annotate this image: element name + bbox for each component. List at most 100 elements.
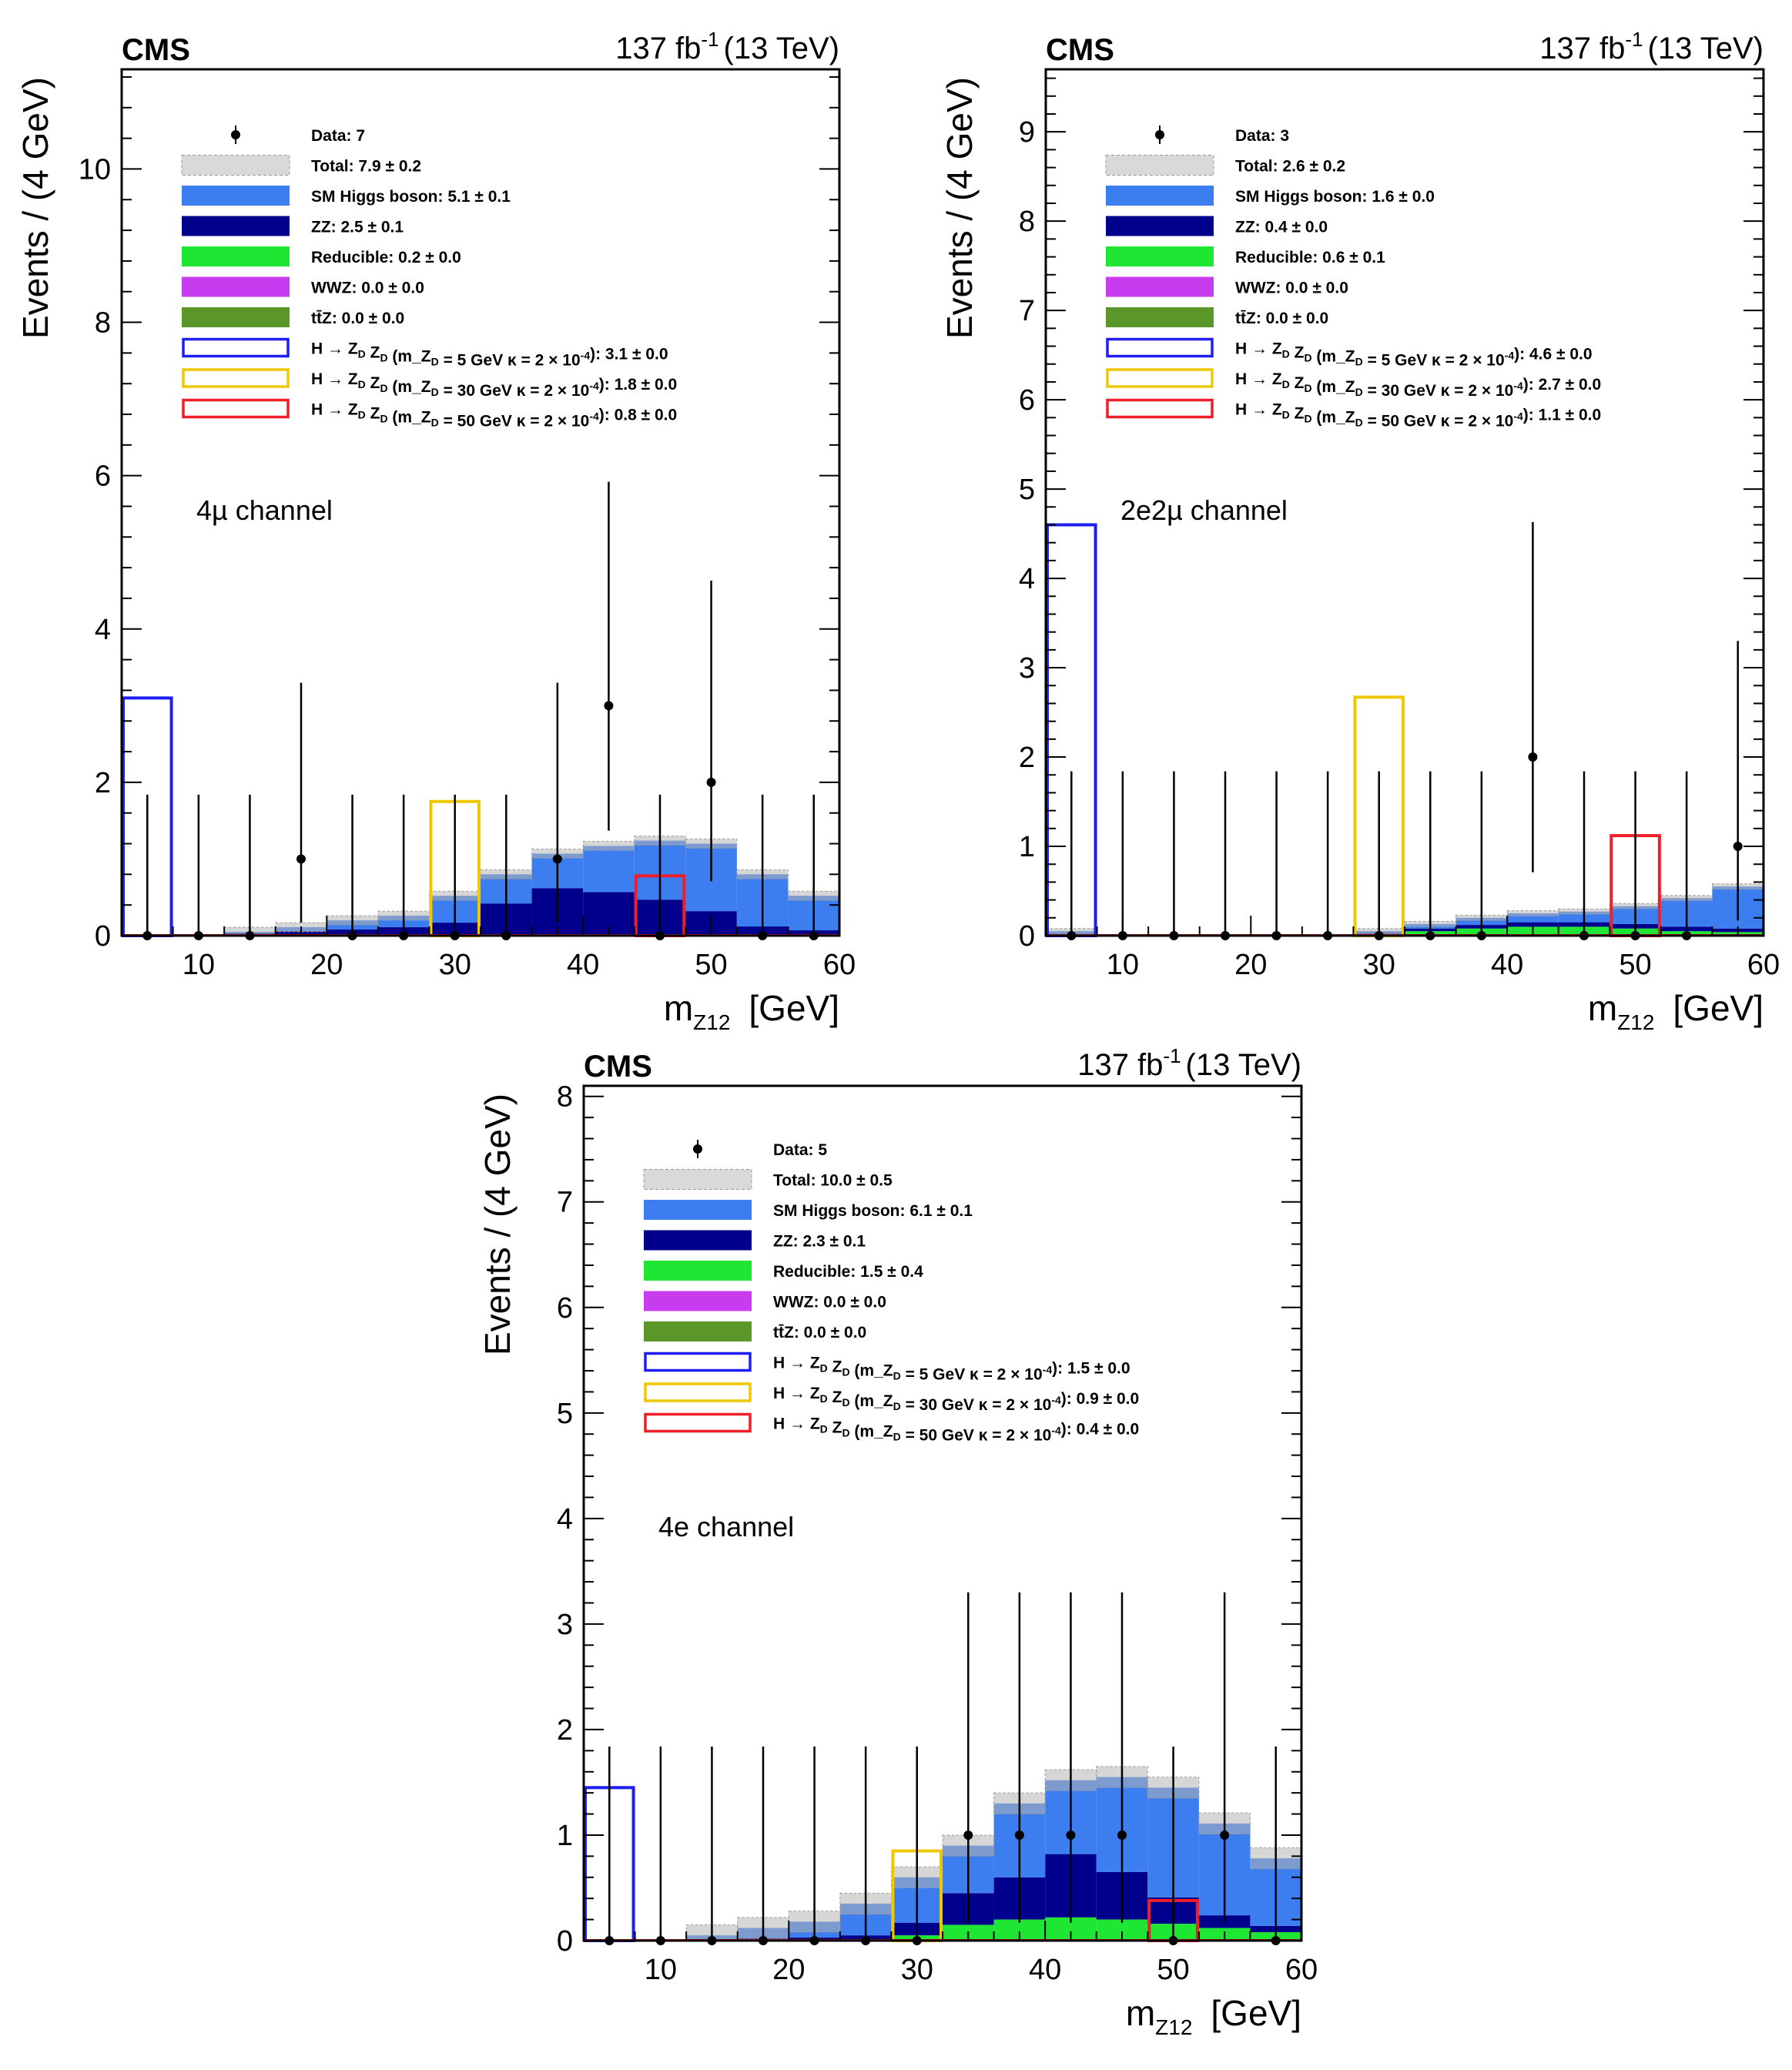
legend-label-ttz: tt̄Z: 0.0 ± 0.0	[1235, 310, 1328, 327]
legend-swatch-sig50	[1106, 398, 1214, 419]
legend-swatch-sig5	[182, 337, 290, 358]
legend-swatch-zz	[644, 1230, 752, 1251]
legend-label-reducible: Reducible: 0.2 ± 0.0	[311, 249, 461, 266]
legend-swatch-ttz	[1106, 307, 1214, 327]
legend-swatch-data-marker	[231, 130, 240, 139]
x-tick-label: 10	[1107, 949, 1139, 981]
legend-swatch-total	[1105, 155, 1214, 176]
legend-label-sig50: H → ZD ZD (m_ZD = 50 GeV κ = 2 × 10-4): …	[311, 401, 677, 430]
y-tick-label: 2	[95, 767, 111, 799]
legend-label-zz: ZZ: 2.3 ± 0.1	[773, 1233, 866, 1251]
legend: Data: 7 Total: 7.9 ± 0.2 SM Higgs boson: 5…	[181, 126, 677, 430]
chart-2e2mu-channel: CMS 137 fb-1 (13 TeV) 10 20 30 40 50 60 0 1 2 3 4 5…	[940, 28, 1780, 1032]
data-point	[1220, 1830, 1230, 1840]
x-tick-label: 50	[1157, 1954, 1189, 1986]
x-tick-label: 60	[1747, 949, 1780, 981]
x-axis: 10 20 30 40 50 60	[1070, 916, 1780, 981]
lumi-label: 137 fb-1 (13 TeV)	[1539, 28, 1764, 65]
y-axis: 0 1 2 3 4 5 6 7 8 9	[1019, 77, 1764, 953]
legend-swatch-total	[181, 155, 290, 176]
legend-label-sig5: H → ZD ZD (m_ZD = 5 GeV κ = 2 × 10-4): 4…	[1235, 340, 1593, 370]
x-tick-label: 40	[567, 949, 599, 981]
x-tick-label: 20	[1234, 949, 1267, 981]
legend-swatch-sig5	[1106, 337, 1214, 358]
channel-label: 4µ channel	[196, 494, 333, 526]
plot-area: 10 20 30 40 50 60 0 1 2 3 4 5 6 7 8 9	[1019, 68, 1780, 981]
legend-swatch-ttz	[644, 1321, 752, 1341]
legend-swatch-sig50	[644, 1412, 752, 1433]
cms-label: CMS	[1046, 33, 1114, 67]
data-point	[706, 777, 716, 787]
y-tick-label: 2	[557, 1714, 573, 1747]
plot-background	[122, 69, 839, 936]
y-tick-label: 7	[1019, 295, 1035, 327]
data-point	[604, 701, 614, 711]
x-tick-label: 10	[645, 1954, 677, 1986]
x-tick-label: 40	[1491, 949, 1523, 981]
channel-label: 2e2µ channel	[1120, 494, 1288, 526]
data-layer	[605, 1592, 1281, 1945]
legend-swatch-zz	[182, 216, 290, 236]
data-point	[1014, 1830, 1024, 1840]
legend-label-wwz: WWZ: 0.0 ± 0.0	[311, 280, 424, 297]
plot-area: 10 20 30 40 50 60 0 1 2 3 4 5 6 7 8	[557, 1081, 1318, 1986]
x-tick-label: 30	[1363, 949, 1395, 981]
y-tick-label: 9	[1019, 116, 1035, 149]
data-layer	[1067, 522, 1743, 940]
legend-swatch-wwz	[644, 1291, 752, 1311]
cms-label: CMS	[584, 1050, 652, 1084]
legend-swatch-sig30	[644, 1382, 752, 1402]
legend-swatch-higgs	[182, 186, 290, 206]
y-tick-label: 1	[1019, 831, 1035, 863]
x-tick-label: 20	[772, 1954, 805, 1986]
y-axis: 0 2 4 6 8 10	[79, 75, 839, 953]
data-point	[1528, 752, 1538, 762]
x-axis: 10 20 30 40 50 60	[146, 916, 856, 981]
y-tick-label: 3	[1019, 652, 1035, 685]
lumi-label: 137 fb-1 (13 TeV)	[1077, 1044, 1301, 1082]
x-axis-title: mZ12 [GeV]	[1126, 1993, 1301, 2039]
legend-swatch-higgs	[1106, 186, 1214, 206]
x-tick-label: 50	[1619, 949, 1651, 981]
legend: Data: 5 Total: 10.0 ± 0.5 SM Higgs boson: …	[643, 1140, 1139, 1445]
chart-4e-channel: CMS 137 fb-1 (13 TeV) 10 20 30 40 50 60 0 1 2 3 4 5…	[477, 1044, 1318, 2039]
data-point	[1117, 1830, 1127, 1840]
x-axis: 10 20 30 40 50 60	[608, 1921, 1318, 1986]
legend-swatch-total	[643, 1169, 752, 1190]
legend-swatch-sig5	[644, 1352, 752, 1372]
legend-label-sig50: H → ZD ZD (m_ZD = 50 GeV κ = 2 × 10-4): …	[1235, 401, 1601, 430]
plot-area: 10 20 30 40 50 60 0 2 4 6 8 10	[79, 68, 856, 981]
legend-swatch-reducible	[182, 246, 290, 266]
legend-label-sig30: H → ZD ZD (m_ZD = 30 GeV κ = 2 × 10-4): …	[311, 370, 677, 400]
legend-label-sig5: H → ZD ZD (m_ZD = 5 GeV κ = 2 × 10-4): 1…	[773, 1355, 1130, 1384]
data-point	[963, 1830, 973, 1840]
y-tick-label: 7	[557, 1187, 573, 1219]
y-tick-label: 2	[1019, 742, 1035, 774]
legend-swatch-higgs	[644, 1200, 752, 1220]
legend-label-sig30: H → ZD ZD (m_ZD = 30 GeV κ = 2 × 10-4): …	[773, 1385, 1139, 1414]
legend-label-band: Total: 10.0 ± 0.5	[773, 1172, 893, 1190]
x-axis-title: mZ12 [GeV]	[664, 988, 839, 1032]
legend-swatch-wwz	[1106, 276, 1214, 297]
y-tick-label: 4	[95, 614, 111, 646]
data-point	[1733, 842, 1743, 852]
lumi-label: 137 fb-1 (13 TeV)	[615, 28, 839, 65]
y-tick-label: 3	[557, 1609, 573, 1641]
legend-label-higgs: SM Higgs boson: 1.6 ± 0.0	[1235, 188, 1435, 206]
legend-swatch-reducible	[644, 1261, 752, 1281]
legend-label-reducible: Reducible: 0.6 ± 0.1	[1235, 249, 1385, 266]
legend-label-reducible: Reducible: 1.5 ± 0.4	[773, 1263, 923, 1281]
chart-4mu-channel: CMS 137 fb-1 (13 TeV) 10 20 30 40 50 60 0 2 4 6 8 1…	[15, 28, 856, 1032]
legend-label-higgs: SM Higgs boson: 5.1 ± 0.1	[311, 188, 511, 206]
y-tick-label: 1	[557, 1820, 573, 1852]
y-tick-label: 0	[557, 1925, 573, 1958]
legend-label-ttz: tt̄Z: 0.0 ± 0.0	[773, 1324, 866, 1341]
legend-label-zz: ZZ: 2.5 ± 0.1	[311, 219, 404, 236]
y-tick-label: 10	[79, 153, 111, 186]
legend-label-higgs: SM Higgs boson: 6.1 ± 0.1	[773, 1202, 973, 1220]
legend-swatch-data-marker	[693, 1144, 702, 1154]
x-tick-label: 30	[901, 1954, 933, 1986]
legend-label-band: Total: 7.9 ± 0.2	[311, 158, 421, 176]
y-tick-label: 6	[557, 1292, 573, 1325]
y-tick-label: 8	[1019, 206, 1035, 238]
